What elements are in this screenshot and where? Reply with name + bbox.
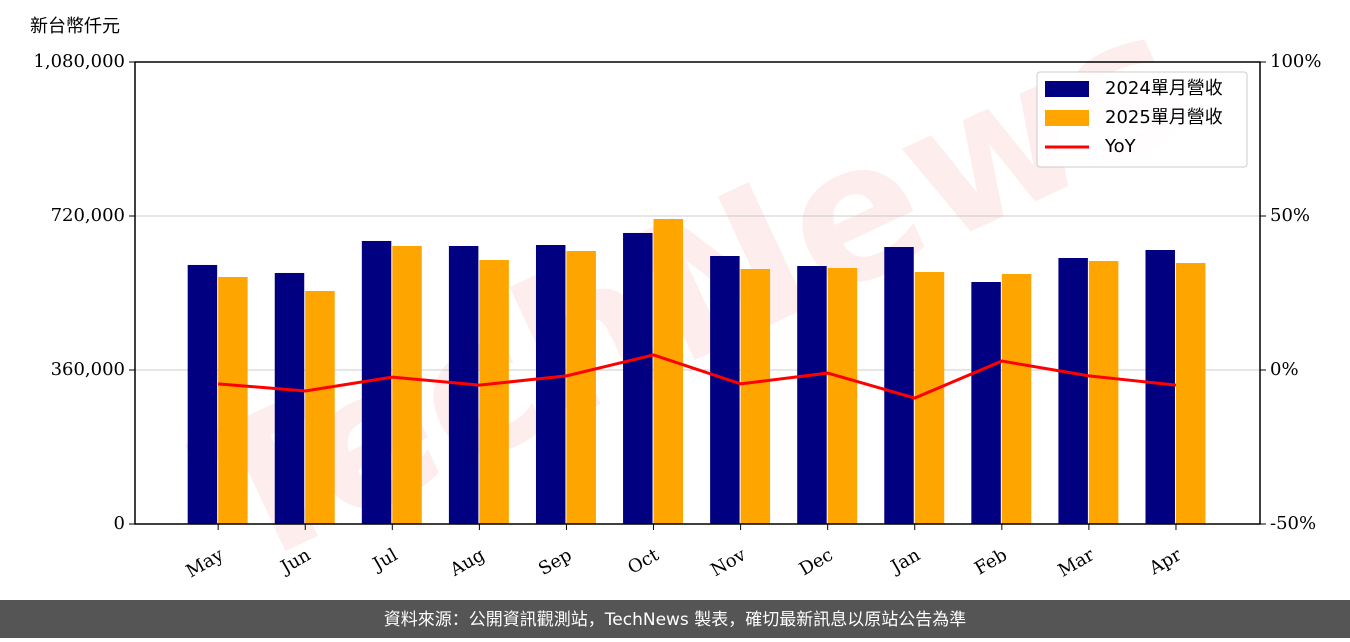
x-tick-label: Sep (535, 544, 575, 579)
y-tick-label: 0 (114, 513, 125, 534)
x-tick-label: Mar (1055, 544, 1099, 581)
x-tick-label: Dec (796, 544, 837, 580)
y-tick-label: 1,080,000 (33, 51, 125, 72)
legend-label: 2024單月營收 (1105, 78, 1223, 99)
x-tick-label: Feb (971, 544, 1011, 579)
bar (305, 290, 335, 524)
bar (1145, 250, 1175, 524)
bar (884, 247, 914, 524)
bar (566, 250, 596, 524)
x-tick-label: Nov (707, 544, 750, 581)
x-tick-label: Aug (446, 544, 489, 581)
bar (1001, 274, 1032, 524)
legend-label: YoY (1104, 136, 1137, 157)
x-tick-label: Apr (1145, 544, 1185, 579)
bar (827, 267, 858, 524)
bar (479, 259, 509, 524)
bar (392, 245, 422, 524)
bar (623, 232, 653, 524)
bar (971, 282, 1001, 524)
bar (535, 245, 566, 524)
x-tick-label: Jan (886, 544, 924, 578)
legend-swatch (1045, 110, 1089, 126)
bar (740, 269, 771, 524)
y-tick-label: 360,000 (51, 359, 125, 380)
y2-tick-label: -50% (1270, 513, 1316, 534)
bar (1088, 261, 1119, 524)
y2-tick-label: 100% (1270, 51, 1321, 72)
bar (797, 266, 827, 524)
bar (1058, 258, 1088, 524)
legend-label: 2025單月營收 (1105, 107, 1223, 128)
line (218, 353, 1177, 400)
x-tick-label: Oct (624, 544, 663, 579)
y-axis-label: 新台幣仟元 (30, 16, 120, 37)
y2-tick-label: 50% (1270, 205, 1310, 226)
bar (1175, 263, 1206, 524)
footer-bar (0, 600, 1350, 638)
footer: 資料來源：公開資訊觀測站，TechNews 製表，確切最新訊息以原站公告為準 (384, 610, 966, 630)
bar (187, 264, 218, 524)
plot-frame (134, 61, 1261, 525)
bar (710, 255, 740, 524)
y-tick-label: 720,000 (51, 205, 125, 226)
legend-box (1036, 71, 1248, 168)
bar (218, 277, 248, 524)
x-tick-label: May (183, 544, 228, 582)
legend-swatch (1045, 81, 1089, 97)
bar (653, 218, 684, 524)
y2-tick-label: 0% (1270, 359, 1299, 380)
bar (274, 272, 305, 524)
bar (914, 271, 945, 524)
